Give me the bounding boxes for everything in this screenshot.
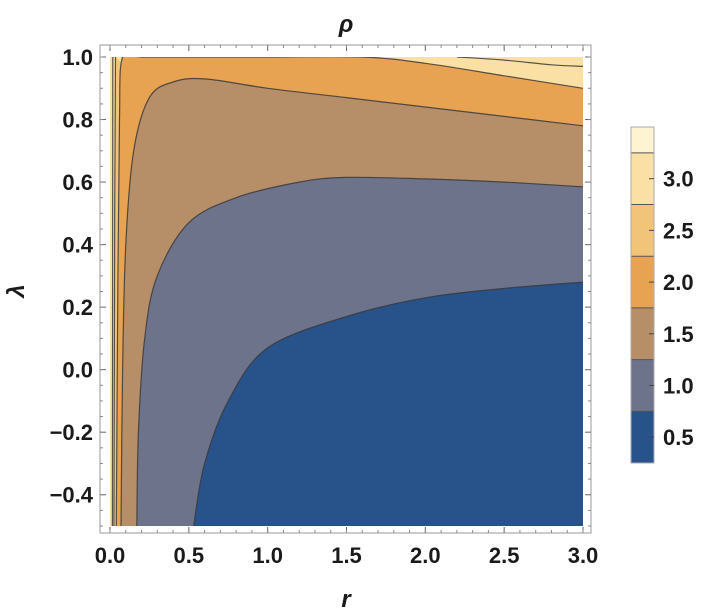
- contour-line-1.25: [136, 176, 583, 526]
- x-tick-label: 0.0: [95, 543, 126, 568]
- y-tick-label: −0.2: [50, 420, 93, 445]
- plot-frame: [99, 44, 592, 534]
- y-tick-label: 0.0: [62, 358, 93, 383]
- band-below-0.75: [193, 282, 583, 526]
- contour-line-0.75: [193, 281, 583, 526]
- x-tick-label: 2.5: [489, 543, 520, 568]
- y-tick-label: 0.8: [62, 108, 93, 133]
- colorbar-band: [631, 127, 654, 153]
- x-tick-label: 2.0: [410, 543, 441, 568]
- contour-line-2.25: [115, 57, 583, 526]
- colorbar-band: [631, 359, 654, 412]
- x-tick-labels: 0.0 0.5 1.0 1.5 2.0 2.5 3.0: [95, 543, 599, 568]
- x-tick-label: 3.0: [568, 543, 599, 568]
- y-tick-label: 1.0: [62, 45, 93, 70]
- contour-regions: [110, 57, 583, 526]
- colorbar-band: [631, 411, 654, 463]
- x-axis-title: r: [341, 586, 352, 613]
- contour-line-1.75: [120, 77, 583, 526]
- colorbar-tick-label: 0.5: [663, 425, 694, 450]
- contour-lines: [111, 57, 583, 526]
- y-tick-labels: −0.4 −0.2 0.0 0.2 0.4 0.6 0.8 1.0: [50, 45, 94, 508]
- x-tick-label: 1.0: [252, 543, 283, 568]
- colorbar-band: [631, 152, 654, 205]
- colorbar-band: [631, 307, 654, 360]
- colorbar-tick-label: 2.5: [663, 218, 694, 243]
- colorbar-tick-label: 3.0: [663, 167, 694, 192]
- colorbar-tick-label: 1.5: [663, 322, 694, 347]
- y-tick-label: −0.4: [50, 483, 94, 508]
- y-tick-label: 0.2: [62, 295, 93, 320]
- colorbar-band: [631, 256, 654, 308]
- colorbar-frame: [630, 126, 655, 464]
- colorbar-tick-label: 1.0: [663, 373, 694, 398]
- chart-title: ρ: [338, 11, 354, 38]
- y-tick-label: 0.6: [62, 170, 93, 195]
- y-tick-label: 0.4: [62, 233, 93, 258]
- colorbar-band: [631, 204, 654, 257]
- colorbar-legend: 0.5 1.0 1.5 2.0 2.5 3.0: [630, 126, 694, 464]
- colorbar-tick-label: 2.0: [663, 270, 694, 295]
- band-above-2.75: [456, 57, 583, 67]
- contour-line-2.75: [456, 57, 583, 67]
- y-axis-title: λ: [3, 284, 30, 299]
- x-tick-label: 1.5: [331, 543, 362, 568]
- x-tick-label: 0.5: [174, 543, 205, 568]
- contour-line-2.75: [113, 57, 117, 526]
- axis-ticks: [100, 45, 591, 533]
